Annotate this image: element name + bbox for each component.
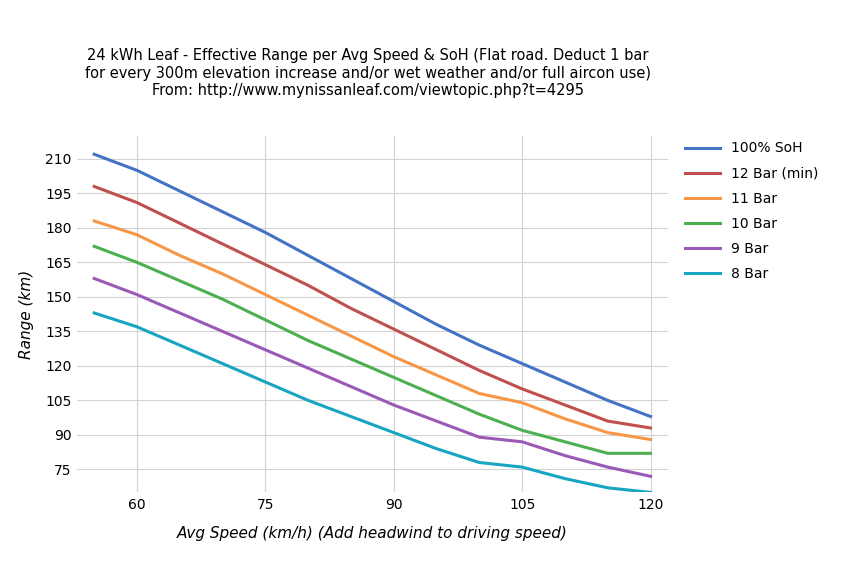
Line: 10 Bar: 10 Bar [94,246,651,453]
9 Bar [389,402,399,409]
Line: 11 Bar: 11 Bar [94,221,651,440]
10 Bar [517,427,527,434]
8 Bar [603,484,613,491]
9 Bar [175,310,185,316]
12 Bar (min) [303,282,313,289]
10 Bar [389,374,399,381]
11 Bar [645,436,656,443]
Line: 9 Bar: 9 Bar [94,278,651,477]
11 Bar [560,415,570,422]
X-axis label: Avg Speed (km/h) (Add headwind to driving speed): Avg Speed (km/h) (Add headwind to drivin… [177,526,568,541]
8 Bar [474,459,484,466]
Y-axis label: Range (km): Range (km) [19,269,34,359]
100% SoH [431,321,442,328]
9 Bar [89,275,99,282]
9 Bar [217,328,228,335]
100% SoH [603,397,613,404]
100% SoH [389,298,399,305]
10 Bar [431,392,442,399]
11 Bar [389,353,399,360]
100% SoH [132,167,142,174]
11 Bar [260,291,270,298]
100% SoH [474,342,484,349]
Legend: 100% SoH, 12 Bar (min), 11 Bar, 10 Bar, 9 Bar, 8 Bar: 100% SoH, 12 Bar (min), 11 Bar, 10 Bar, … [680,136,823,286]
Line: 8 Bar: 8 Bar [94,313,651,492]
11 Bar [603,429,613,436]
8 Bar [431,445,442,452]
100% SoH [89,151,99,158]
100% SoH [346,275,356,282]
9 Bar [346,383,356,390]
12 Bar (min) [389,325,399,332]
8 Bar [389,429,399,436]
8 Bar [346,413,356,420]
100% SoH [303,252,313,259]
12 Bar (min) [346,305,356,312]
9 Bar [260,346,270,353]
8 Bar [132,323,142,330]
9 Bar [431,418,442,424]
10 Bar [603,450,613,457]
12 Bar (min) [431,346,442,353]
8 Bar [560,475,570,482]
11 Bar [132,231,142,238]
10 Bar [175,277,185,284]
8 Bar [89,310,99,316]
9 Bar [132,291,142,298]
11 Bar [175,252,185,259]
100% SoH [560,379,570,385]
8 Bar [175,342,185,349]
8 Bar [260,379,270,385]
10 Bar [645,450,656,457]
10 Bar [89,243,99,250]
10 Bar [474,411,484,418]
12 Bar (min) [517,385,527,392]
8 Bar [303,397,313,404]
8 Bar [517,464,527,470]
100% SoH [175,188,185,195]
Text: 24 kWh Leaf - Effective Range per Avg Speed & SoH (Flat road. Deduct 1 bar
for e: 24 kWh Leaf - Effective Range per Avg Sp… [85,48,651,98]
100% SoH [517,360,527,367]
10 Bar [132,259,142,266]
9 Bar [474,434,484,440]
12 Bar (min) [260,261,270,268]
8 Bar [645,489,656,496]
12 Bar (min) [217,241,228,247]
11 Bar [517,399,527,406]
11 Bar [89,217,99,224]
12 Bar (min) [560,402,570,409]
10 Bar [303,337,313,344]
10 Bar [346,355,356,362]
10 Bar [217,296,228,303]
9 Bar [645,473,656,480]
12 Bar (min) [474,367,484,374]
100% SoH [217,208,228,215]
11 Bar [346,333,356,340]
11 Bar [474,390,484,397]
Line: 100% SoH: 100% SoH [94,155,651,417]
11 Bar [431,372,442,379]
12 Bar (min) [645,424,656,431]
12 Bar (min) [89,183,99,190]
12 Bar (min) [132,199,142,206]
100% SoH [645,413,656,420]
9 Bar [303,365,313,372]
11 Bar [303,312,313,319]
Line: 12 Bar (min): 12 Bar (min) [94,186,651,428]
9 Bar [517,439,527,445]
9 Bar [603,464,613,470]
100% SoH [260,229,270,236]
8 Bar [217,360,228,367]
12 Bar (min) [603,418,613,424]
12 Bar (min) [175,220,185,226]
9 Bar [560,452,570,459]
11 Bar [217,271,228,277]
10 Bar [260,316,270,323]
10 Bar [560,439,570,445]
